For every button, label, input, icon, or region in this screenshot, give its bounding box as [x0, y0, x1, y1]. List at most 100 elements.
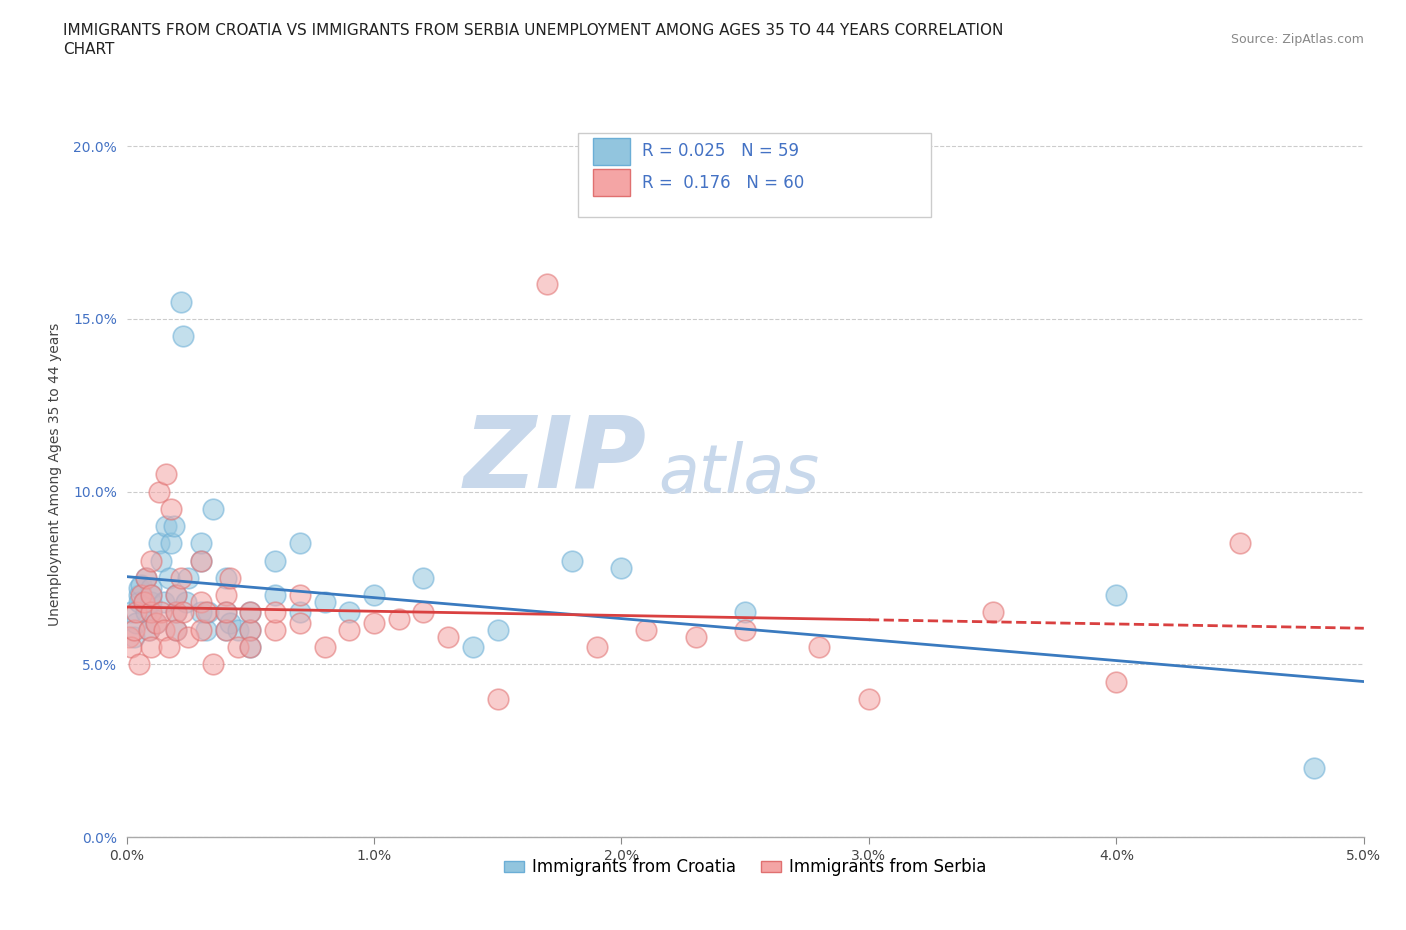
Text: R = 0.025   N = 59: R = 0.025 N = 59 — [643, 142, 800, 161]
Point — [214, 588, 236, 603]
Point — [141, 553, 163, 568]
Point — [145, 616, 167, 631]
Point — [214, 622, 236, 637]
Point — [226, 640, 249, 655]
Point — [239, 622, 262, 637]
Point — [141, 605, 163, 620]
Point — [239, 640, 262, 655]
Point — [150, 553, 173, 568]
Point — [214, 622, 236, 637]
Text: R =  0.176   N = 60: R = 0.176 N = 60 — [643, 174, 804, 192]
Point — [165, 588, 187, 603]
Point — [141, 581, 163, 596]
Point — [170, 294, 193, 309]
Point — [138, 622, 160, 637]
Legend: Immigrants from Croatia, Immigrants from Serbia: Immigrants from Croatia, Immigrants from… — [496, 852, 994, 883]
Point — [561, 553, 583, 568]
Point — [239, 605, 262, 620]
Point — [1105, 588, 1128, 603]
Text: CHART: CHART — [63, 42, 115, 57]
Point — [412, 605, 434, 620]
Point — [128, 588, 150, 603]
Point — [288, 536, 311, 551]
FancyBboxPatch shape — [578, 133, 931, 217]
Point — [165, 622, 187, 637]
Point — [141, 605, 163, 620]
Text: atlas: atlas — [658, 442, 820, 507]
Point — [174, 594, 197, 609]
Point — [148, 536, 170, 551]
Point — [172, 605, 194, 620]
Point — [981, 605, 1004, 620]
Point — [288, 605, 311, 620]
Point — [190, 536, 212, 551]
Point — [118, 630, 141, 644]
Point — [121, 640, 143, 655]
Point — [314, 640, 336, 655]
Point — [264, 553, 287, 568]
Point — [138, 622, 160, 637]
Point — [157, 640, 180, 655]
Point — [337, 605, 360, 620]
Point — [190, 594, 212, 609]
Point — [264, 622, 287, 637]
Point — [239, 640, 262, 655]
Point — [141, 588, 163, 603]
Point — [486, 622, 509, 637]
Point — [264, 605, 287, 620]
Point — [734, 622, 756, 637]
Point — [131, 588, 153, 603]
Point — [239, 622, 262, 637]
Point — [194, 605, 217, 620]
Point — [202, 657, 225, 671]
Point — [121, 605, 143, 620]
Point — [202, 501, 225, 516]
Point — [197, 605, 219, 620]
Point — [388, 612, 411, 627]
Point — [486, 691, 509, 706]
Point — [128, 594, 150, 609]
Point — [145, 616, 167, 631]
Point — [148, 485, 170, 499]
Point — [135, 570, 157, 585]
Point — [152, 594, 174, 609]
Bar — [593, 169, 630, 196]
Point — [165, 622, 187, 637]
Point — [135, 605, 157, 620]
Point — [190, 605, 212, 620]
Point — [288, 588, 311, 603]
Point — [685, 630, 707, 644]
Point — [177, 570, 200, 585]
Point — [162, 519, 184, 534]
Text: IMMIGRANTS FROM CROATIA VS IMMIGRANTS FROM SERBIA UNEMPLOYMENT AMONG AGES 35 TO : IMMIGRANTS FROM CROATIA VS IMMIGRANTS FR… — [63, 23, 1004, 38]
Point — [141, 594, 163, 609]
Point — [288, 616, 311, 631]
Point — [214, 605, 236, 620]
Point — [585, 640, 607, 655]
Point — [214, 570, 236, 585]
Point — [636, 622, 658, 637]
Point — [155, 519, 177, 534]
Point — [128, 581, 150, 596]
Point — [858, 691, 880, 706]
Point — [128, 657, 150, 671]
Point — [177, 630, 200, 644]
Point — [155, 467, 177, 482]
Point — [219, 570, 242, 585]
Point — [219, 616, 242, 631]
Point — [160, 536, 183, 551]
Point — [437, 630, 460, 644]
Point — [214, 605, 236, 620]
Point — [135, 570, 157, 585]
Point — [412, 570, 434, 585]
Bar — [593, 138, 630, 166]
Point — [157, 570, 180, 585]
Point — [122, 630, 145, 644]
Point — [170, 570, 193, 585]
Point — [125, 616, 148, 631]
Text: ZIP: ZIP — [463, 411, 647, 509]
Point — [172, 328, 194, 343]
Point — [190, 622, 212, 637]
Point — [226, 622, 249, 637]
Point — [1105, 674, 1128, 689]
